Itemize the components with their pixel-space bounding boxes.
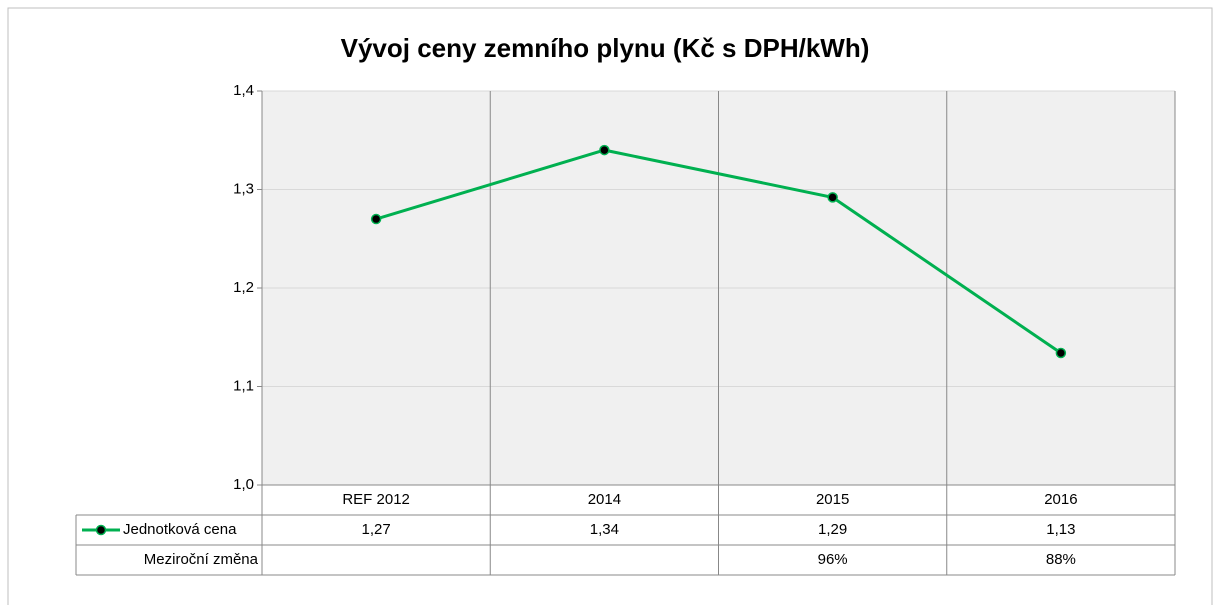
data-point — [599, 144, 610, 156]
y-tick-label: 1,4 — [233, 82, 254, 99]
chart-frame — [7, 7, 1213, 605]
chart-title: Vývoj ceny zemního plynu (Kč s DPH/kWh) — [341, 33, 870, 63]
x-tick-label: REF 2012 — [342, 491, 410, 508]
data-point — [827, 192, 838, 203]
row-label: Meziroční změna — [144, 551, 259, 568]
x-tick-label: 2015 — [816, 491, 849, 508]
table-cell: 96% — [818, 551, 848, 568]
table-cell: 1,13 — [1046, 521, 1075, 538]
y-tick-label: 1,1 — [233, 377, 254, 394]
y-tick-label: 1,2 — [233, 279, 254, 296]
data-point — [1055, 347, 1067, 359]
legend-marker — [95, 524, 107, 536]
y-tick-label: 1,0 — [233, 476, 254, 493]
table-cell: 1,27 — [362, 521, 391, 538]
x-tick-label: 2016 — [1044, 491, 1077, 508]
table-cell: 88% — [1046, 551, 1076, 568]
table-cell: 1,29 — [818, 521, 847, 538]
series-line — [375, 148, 1062, 355]
legend-label: Jednotková cena — [123, 521, 237, 538]
y-tick-label: 1,3 — [233, 180, 254, 197]
x-tick-label: 2014 — [588, 491, 621, 508]
table-cell: 1,34 — [590, 521, 619, 538]
data-point — [370, 213, 382, 225]
